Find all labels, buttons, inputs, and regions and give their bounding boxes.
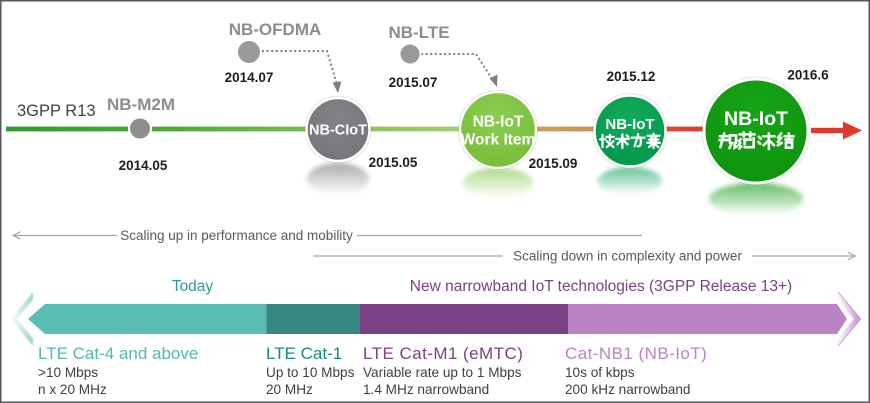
svg-text:2014.07: 2014.07 (225, 70, 274, 85)
svg-text:Scaling up in performance and: Scaling up in performance and mobility (120, 228, 353, 243)
svg-text:2015.12: 2015.12 (607, 69, 656, 84)
svg-text:1.4 MHz narrowband: 1.4 MHz narrowband (363, 382, 489, 397)
svg-text:20 MHz: 20 MHz (266, 382, 313, 397)
svg-text:>10 Mbps: >10 Mbps (38, 365, 98, 380)
svg-text:NB-IoT: NB-IoT (473, 114, 524, 131)
svg-text:Scaling down in complexity and: Scaling down in complexity and power (513, 249, 742, 264)
svg-text:LTE Cat-1: LTE Cat-1 (266, 344, 342, 363)
svg-text:NB-IoT: NB-IoT (724, 108, 788, 130)
svg-text:NB-OFDMA: NB-OFDMA (229, 20, 322, 39)
svg-text:200 kHz narrowband: 200 kHz narrowband (565, 382, 690, 397)
svg-text:LTE Cat-M1 (eMTC): LTE Cat-M1 (eMTC) (363, 344, 523, 363)
svg-text:NB-CIoT: NB-CIoT (309, 123, 367, 139)
svg-text:Up to 10 Mbps: Up to 10 Mbps (266, 365, 355, 380)
svg-text:Variable rate up to 1 Mbps: Variable rate up to 1 Mbps (363, 365, 522, 380)
svg-text:NB-IoT: NB-IoT (605, 116, 654, 133)
svg-text:Today: Today (172, 278, 214, 295)
svg-text:2015.05: 2015.05 (369, 155, 418, 170)
svg-text:10s of kbps: 10s of kbps (565, 365, 635, 380)
svg-text:2015.07: 2015.07 (389, 75, 438, 90)
svg-text:2014.05: 2014.05 (119, 158, 168, 173)
svg-text:LTE Cat-4 and above: LTE Cat-4 and above (38, 344, 198, 363)
svg-text:2016.6: 2016.6 (787, 68, 829, 83)
svg-text:Work Item: Work Item (461, 132, 536, 149)
svg-text:3GPP R13: 3GPP R13 (17, 102, 96, 120)
svg-text:2015.09: 2015.09 (529, 156, 578, 171)
svg-text:n x 20 MHz: n x 20 MHz (38, 382, 107, 397)
svg-text:NB-LTE: NB-LTE (388, 23, 449, 42)
svg-text:Cat-NB1 (NB-IoT): Cat-NB1 (NB-IoT) (565, 344, 707, 363)
svg-text:NB-M2M: NB-M2M (107, 95, 175, 114)
svg-text:New narrowband IoT technologie: New narrowband IoT technologies (3GPP Re… (410, 278, 792, 295)
